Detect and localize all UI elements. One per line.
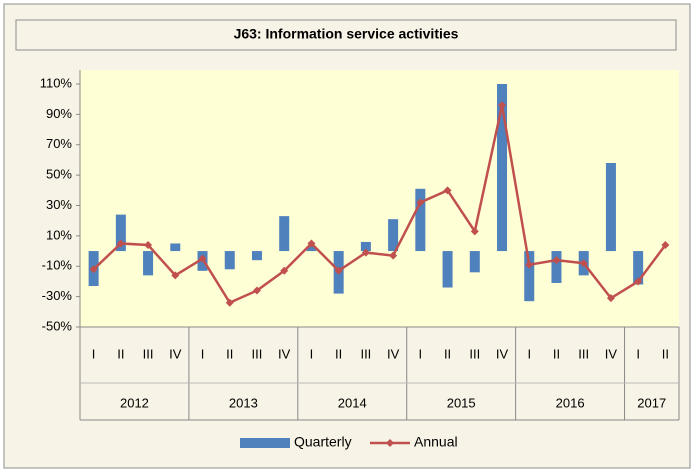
bar — [279, 216, 290, 252]
x-tick-label: I — [636, 346, 640, 361]
y-tick-label: 10% — [46, 227, 72, 242]
plot-area — [80, 70, 679, 327]
x-group-label: 2012 — [120, 395, 149, 410]
line-marker — [661, 240, 670, 249]
x-tick-label: IV — [496, 346, 509, 361]
y-tick-label: -50% — [42, 318, 73, 333]
x-tick-label: II — [226, 346, 233, 361]
x-tick-label: I — [201, 346, 205, 361]
y-tick-label: 110% — [40, 75, 73, 90]
bar — [115, 214, 126, 252]
bar — [360, 241, 371, 252]
x-group-label: 2013 — [229, 395, 258, 410]
title-box — [15, 19, 677, 51]
x-group-label: 2014 — [338, 395, 367, 410]
x-tick-label: II — [662, 346, 669, 361]
line-marker — [89, 265, 98, 274]
legend-label: Annual — [414, 434, 458, 450]
x-tick-label: IV — [387, 346, 400, 361]
bar — [388, 219, 399, 252]
bar — [469, 251, 480, 273]
line-marker — [443, 186, 452, 195]
bar — [170, 243, 181, 252]
line-marker — [416, 198, 425, 207]
y-tick-label: -30% — [42, 288, 73, 303]
line — [92, 104, 667, 305]
line-marker — [225, 298, 234, 307]
x-tick-label: II — [553, 346, 560, 361]
x-tick-label: III — [578, 346, 589, 361]
line-marker — [252, 286, 261, 295]
bar — [442, 251, 453, 288]
line-marker — [307, 239, 316, 248]
y-tick-label: -10% — [42, 258, 73, 273]
x-group-label: 2017 — [637, 395, 666, 410]
line-marker — [470, 227, 479, 236]
chart-title: J63: Information service activities — [234, 26, 459, 42]
bar — [251, 251, 262, 261]
x-tick-label: I — [419, 346, 423, 361]
bar — [605, 162, 616, 252]
x-tick-label: III — [252, 346, 263, 361]
line-marker — [144, 240, 153, 249]
x-tick-label: III — [360, 346, 371, 361]
legend-label: Quarterly — [294, 434, 352, 450]
line-marker — [198, 254, 207, 263]
y-tick-label: 50% — [46, 167, 72, 182]
x-tick-label: I — [527, 346, 531, 361]
line-marker — [634, 277, 643, 286]
x-tick-label: I — [92, 346, 96, 361]
line-marker — [171, 271, 180, 280]
bar — [143, 251, 154, 276]
x-tick-label: III — [469, 346, 480, 361]
bar — [551, 251, 562, 283]
line-marker — [606, 294, 615, 303]
y-tick-label: 90% — [46, 106, 72, 121]
bar — [524, 251, 535, 302]
bar — [633, 251, 644, 285]
x-tick-label: IV — [278, 346, 291, 361]
bar — [306, 246, 317, 252]
legend-marker — [386, 439, 394, 447]
line-marker — [389, 251, 398, 260]
x-group-label: 2016 — [556, 395, 585, 410]
bar — [415, 188, 426, 252]
y-tick-label: 70% — [46, 136, 72, 151]
x-tick-label: IV — [169, 346, 182, 361]
x-group-label: 2015 — [447, 395, 476, 410]
line-marker — [116, 239, 125, 248]
line-marker — [498, 101, 507, 110]
x-tick-label: III — [143, 346, 154, 361]
legend-swatch — [240, 438, 290, 448]
x-tick-label: I — [310, 346, 314, 361]
line-marker — [579, 259, 588, 268]
x-tick-label: II — [444, 346, 451, 361]
line-marker — [552, 256, 561, 265]
line-marker — [525, 260, 534, 269]
y-tick-label: 30% — [46, 197, 72, 212]
line-marker — [361, 248, 370, 257]
line-marker — [280, 266, 289, 275]
x-tick-label: II — [117, 346, 124, 361]
bar — [497, 84, 508, 252]
x-tick-label: II — [335, 346, 342, 361]
line-marker — [334, 266, 343, 275]
bar — [224, 251, 235, 270]
x-tick-label: IV — [605, 346, 618, 361]
